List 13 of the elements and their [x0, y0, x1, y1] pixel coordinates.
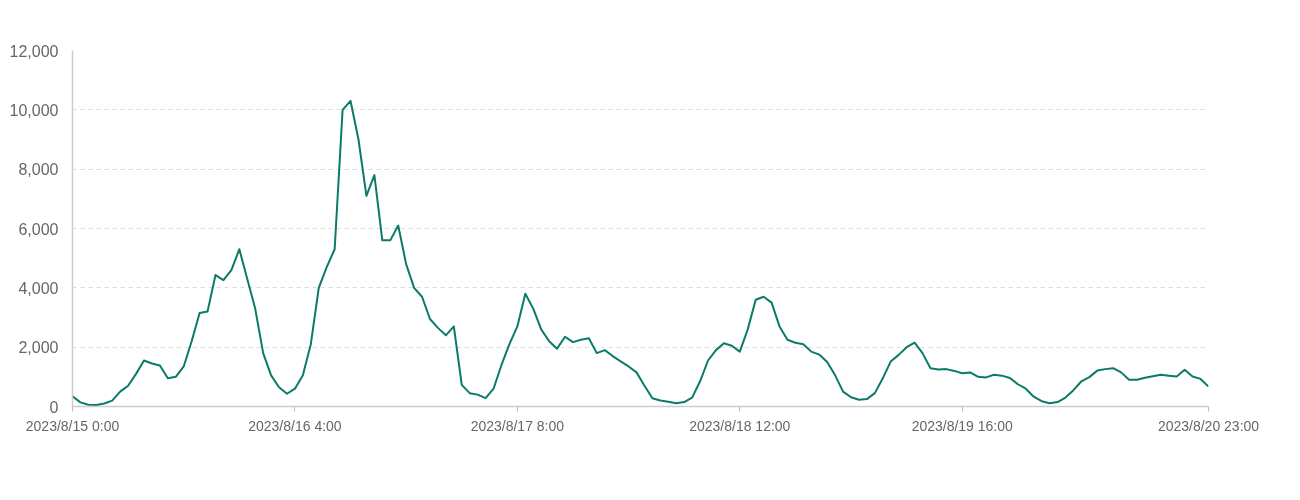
- x-tick-label: 2023/8/15 0:00: [25, 417, 120, 434]
- x-tick-label: 2023/8/17 8:00: [470, 417, 565, 434]
- y-tick-label: 6,000: [18, 220, 59, 238]
- y-tick-label: 2,000: [18, 339, 59, 357]
- y-tick-label: 10,000: [9, 101, 59, 119]
- y-tick-label: 0: [49, 398, 59, 416]
- x-tick-label: 2023/8/19 16:00: [911, 417, 1014, 434]
- y-tick-label: 4,000: [18, 279, 59, 297]
- x-tick-label: 2023/8/18 12:00: [689, 417, 791, 434]
- x-tick-label: 2023/8/20 23:00: [1157, 417, 1260, 434]
- x-tick-label: 2023/8/16 4:00: [248, 417, 342, 434]
- y-tick-label: 12,000: [9, 42, 59, 60]
- y-tick-label: 8,000: [18, 161, 59, 179]
